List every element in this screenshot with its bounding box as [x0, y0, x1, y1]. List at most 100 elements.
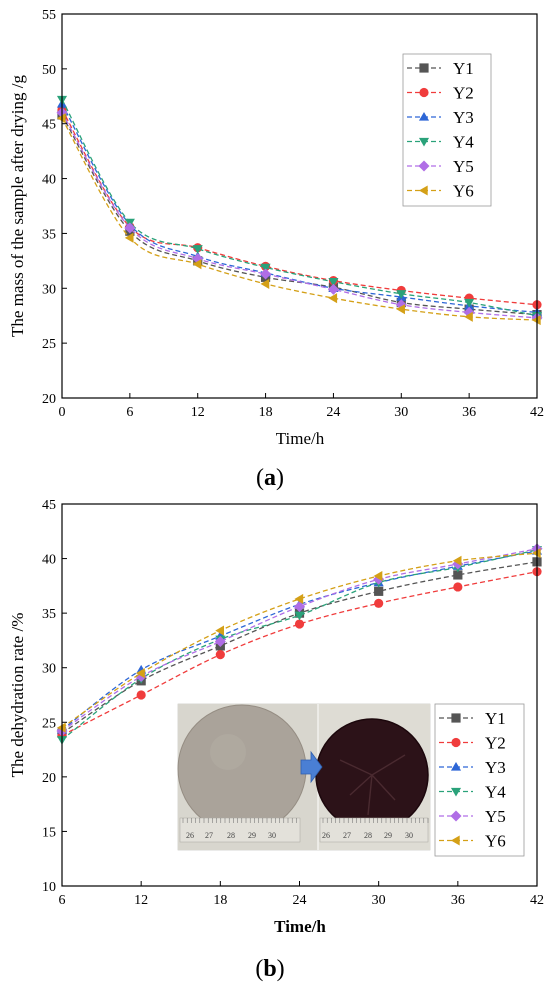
panel-a-data-point [328, 293, 338, 304]
panel-a-legend-item: Y3 [407, 108, 474, 127]
panel-a-x-tick-label: 42 [530, 405, 544, 420]
panel-b-legend-marker [451, 713, 461, 723]
panel-b-chart: 26 27 28 29 30 26 27 28 29 30 6 12 18 24 30 3… [8, 498, 544, 936]
panel-a-y-tick-label: 25 [42, 337, 56, 352]
panel-b-data-point [452, 555, 462, 566]
ruler-right-label-0: 26 [322, 831, 330, 840]
panel-a-data-point [327, 283, 339, 295]
panel-a-series-line [61, 109, 538, 306]
panel-b-x-tick-label: 42 [530, 893, 544, 908]
panel-b-caption-open: ( [255, 956, 263, 982]
panel-a-caption: (a) [256, 465, 284, 491]
panel-a-legend-item: Y5 [407, 157, 474, 176]
panel-b-legend-item: Y6 [439, 832, 506, 851]
panel-b-data-point [374, 586, 384, 596]
panel-b-legend-label: Y5 [485, 807, 506, 826]
panel-b-data-point [294, 611, 305, 621]
panel-a-legend-label: Y6 [453, 182, 474, 201]
panel-b-y-tick-label: 25 [42, 716, 56, 731]
panel-a-legend-label: Y4 [453, 133, 474, 152]
panel-a-caption-open: ( [256, 465, 264, 491]
panel-a-legend-item: Y4 [407, 133, 474, 152]
panel-a-legend-box [402, 53, 492, 207]
panel-b-y-tick-label: 35 [42, 607, 56, 622]
panel-b-legend-label: Y3 [485, 758, 506, 777]
panel-b-legend-label: Y6 [485, 832, 506, 851]
panel-a-y-axis-label: The mass of the sample after drying /g [8, 75, 27, 338]
ruler-left-body [179, 817, 301, 843]
panel-a-frame [61, 13, 538, 399]
panel-a-x-tick-label: 36 [462, 405, 476, 420]
panel-b-data-point [453, 570, 463, 580]
panel-a-legend-marker [418, 185, 428, 196]
panel-b-legend-marker [450, 761, 462, 771]
panel-a-data-point [124, 232, 134, 243]
panel-b-data-point [373, 570, 383, 582]
panel-b-legend-item: Y2 [439, 734, 506, 753]
panel-b-data-point [214, 636, 226, 648]
panel-b-data-point [294, 593, 304, 605]
panel-a-data-point [395, 299, 407, 311]
panel-a-legend-marker [419, 63, 429, 73]
panel-b-data-point [56, 722, 66, 733]
panel-a-series-y6 [56, 113, 541, 326]
panel-b-legend-item: Y3 [439, 758, 506, 777]
panel-a-series-line [61, 114, 538, 316]
panel-b-legend-box [434, 703, 525, 857]
panel-b-caption-close: ) [277, 956, 285, 982]
ruler-left-label-0: 26 [186, 831, 194, 840]
panel-b-data-point [215, 625, 225, 636]
ruler-right: 26 27 28 29 30 [319, 817, 429, 843]
panel-b-y-tick-label: 45 [42, 498, 56, 513]
panel-b-data-point [294, 619, 305, 629]
panel-a-data-point [531, 315, 541, 326]
panel-a-y-tick-label: 55 [42, 8, 56, 23]
ruler-right-label-1: 27 [343, 831, 351, 840]
panel-a-y-tick-label: 40 [42, 173, 56, 188]
panel-a-legend-label: Y5 [453, 157, 474, 176]
panel-b-data-point [293, 601, 306, 613]
panel-b-y-tick-label: 40 [42, 553, 56, 568]
panel-a-data-point [464, 311, 473, 322]
panel-a-x-tick-label: 18 [259, 405, 273, 420]
ruler-right-label-3: 29 [384, 831, 392, 840]
fresh-sample-highlight [210, 734, 246, 770]
panel-b-legend-item: Y4 [439, 783, 506, 802]
panel-b-x-tick-label: 24 [293, 893, 307, 908]
panel-b-x-axis-label: Time/h [274, 917, 326, 936]
panel-a-series-y4 [56, 95, 543, 321]
panel-a-y-tick-label: 20 [42, 392, 56, 407]
panel-a-series-line [61, 112, 538, 319]
panel-b-y-tick-label: 15 [42, 825, 56, 840]
panel-a-y-tick-label: 30 [42, 282, 56, 297]
panel-a-data-point [396, 290, 407, 299]
panel-b-caption-letter: b [263, 956, 276, 982]
panel-b-data-point [374, 598, 384, 608]
panel-a-legend-item: Y2 [407, 84, 474, 103]
panel-a-x-tick-label: 24 [326, 405, 340, 420]
panel-b-y-tick-label: 20 [42, 771, 56, 786]
panel-a-data-point [396, 304, 405, 315]
panel-b-series-y6 [56, 548, 541, 733]
panel-b-x-tick-label: 12 [134, 893, 148, 908]
panel-a-legend-marker [418, 111, 430, 121]
panel-b-x-tick-label: 18 [213, 893, 227, 908]
panel-b-legend-marker [450, 787, 462, 797]
panel-a-data-point [260, 268, 272, 280]
ruler-left-label-2: 28 [227, 831, 235, 840]
panel-a-x-tick-label: 30 [394, 405, 408, 420]
sample-photo-inset: 26 27 28 29 30 26 27 28 29 30 [177, 703, 431, 851]
panel-a-y-tick-label: 35 [42, 227, 56, 242]
dried-sample-cracks [339, 754, 406, 816]
panel-a-legend-marker [418, 137, 430, 147]
panel-a-x-tick-label: 0 [59, 405, 66, 420]
panel-a-data-point [192, 245, 203, 254]
panel-b-legend-marker [450, 835, 460, 846]
panel-a-legend: Y1 Y2 Y3 Y4 Y5 Y6 [402, 53, 492, 207]
panel-b-x-tick-label: 30 [372, 893, 386, 908]
panel-a-data-point [56, 113, 66, 124]
panel-a-data-point [464, 298, 475, 308]
panel-a-caption-letter: a [264, 465, 276, 491]
panel-a-x-tick-label: 12 [191, 405, 205, 420]
